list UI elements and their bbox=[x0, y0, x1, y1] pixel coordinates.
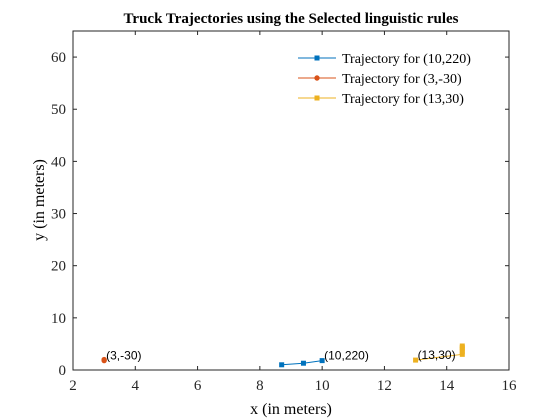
data-point bbox=[459, 343, 465, 349]
series-1 bbox=[279, 358, 325, 368]
x-tick-label: 8 bbox=[256, 378, 264, 394]
data-label: (3,-30) bbox=[106, 349, 141, 363]
legend: Trajectory for (10,220) Trajectory for (3… bbox=[292, 43, 504, 107]
y-axis-label: y (in meters) bbox=[31, 159, 48, 241]
x-tick-label: 12 bbox=[377, 378, 392, 394]
y-tick-label: 10 bbox=[51, 311, 66, 327]
y-tick-label: 60 bbox=[51, 50, 66, 66]
data-label: (10,220) bbox=[324, 349, 369, 363]
data-label: (13,30) bbox=[418, 348, 456, 362]
axis-ticks: 2 4 6 8 10 12 14 16 0 10 20 30 40 50 60 bbox=[51, 31, 517, 394]
legend-items: Trajectory for (10,220) Trajectory for (3… bbox=[298, 52, 471, 107]
y-tick-label: 40 bbox=[51, 154, 66, 170]
x-tick-label: 10 bbox=[315, 378, 330, 394]
data-point bbox=[300, 360, 306, 366]
legend-item: Trajectory for (13,30) bbox=[298, 92, 464, 107]
legend-marker bbox=[314, 75, 320, 81]
legend-label: Trajectory for (10,220) bbox=[342, 52, 471, 67]
y-tick-label: 20 bbox=[51, 259, 66, 275]
data-point bbox=[279, 362, 285, 368]
x-tick-label: 14 bbox=[439, 378, 455, 394]
annotation-layer: (10,220) (3,-30) (13,30) bbox=[106, 348, 455, 363]
legend-item: Trajectory for (10,220) bbox=[298, 52, 471, 67]
legend-marker bbox=[314, 95, 320, 101]
y-tick-label: 0 bbox=[59, 363, 67, 379]
x-axis-label: x (in meters) bbox=[250, 401, 332, 418]
legend-marker bbox=[314, 55, 320, 61]
x-tick-label: 2 bbox=[69, 378, 77, 394]
series-2 bbox=[101, 356, 107, 364]
legend-label: Trajectory for (3,-30) bbox=[342, 72, 462, 87]
legend-label: Trajectory for (13,30) bbox=[342, 92, 464, 107]
y-tick-label: 30 bbox=[51, 207, 66, 223]
chart-title: Truck Trajectories using the Selected li… bbox=[124, 11, 459, 27]
legend-item: Trajectory for (3,-30) bbox=[298, 72, 462, 87]
x-tick-label: 4 bbox=[132, 378, 140, 394]
x-tick-label: 16 bbox=[502, 378, 518, 394]
data-point bbox=[319, 358, 325, 364]
x-tick-label: 6 bbox=[194, 378, 202, 394]
series-layer bbox=[101, 343, 465, 368]
y-tick-label: 50 bbox=[51, 102, 66, 118]
series-3 bbox=[413, 343, 465, 363]
data-point bbox=[413, 357, 419, 363]
data-point bbox=[101, 356, 107, 363]
legend-box bbox=[292, 43, 504, 107]
